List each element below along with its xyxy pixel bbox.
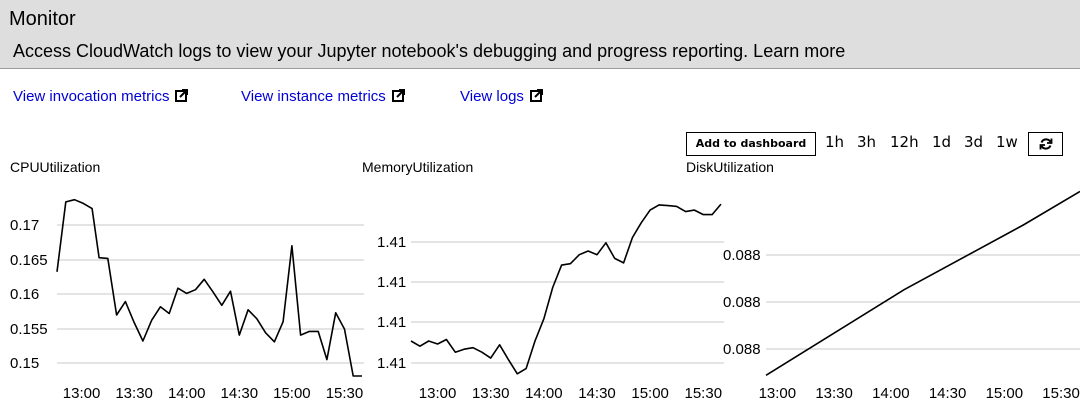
x-tick-label: 13:30 [115, 385, 153, 402]
x-tick-label: 13:30 [472, 385, 510, 402]
y-tick-label: 1.41 [377, 314, 406, 331]
chart-title-memory: MemoryUtilization [362, 159, 474, 175]
y-tick-label: 0.088 [723, 294, 761, 311]
x-tick-label: 14:30 [221, 385, 259, 402]
range-1d[interactable]: 1d [932, 133, 952, 151]
range-1w[interactable]: 1w [996, 133, 1018, 151]
x-tick-label: 15:30 [326, 385, 364, 402]
x-tick-label: 14:00 [168, 385, 206, 402]
x-tick-label: 15:00 [273, 385, 311, 402]
chart-title-disk: DiskUtilization [686, 159, 774, 175]
x-tick-label: 14:00 [525, 385, 563, 402]
y-tick-label: 0.155 [10, 321, 48, 338]
series-line [765, 190, 1080, 376]
external-link-icon [529, 89, 543, 102]
chart-title-cpu: CPUUtilization [10, 159, 101, 175]
range-3d[interactable]: 3d [964, 133, 984, 151]
x-tick-label: 13:00 [759, 385, 797, 402]
range-12h[interactable]: 12h [890, 133, 919, 151]
x-tick-label: 15:00 [631, 385, 669, 402]
x-tick-label: 15:00 [986, 385, 1024, 402]
disk-utilization-chart: 0.088 0.088 0.088 13:00 13:30 14:00 14:30 15:00… [723, 190, 1080, 402]
y-tick-label: 0.088 [723, 341, 761, 358]
y-tick-label: 0.088 [723, 247, 761, 264]
range-1h[interactable]: 1h [825, 133, 845, 151]
y-tick-label: 1.41 [377, 274, 406, 291]
page-title: Monitor [9, 8, 76, 30]
y-tick-label: 0.16 [10, 286, 39, 303]
cpu-utilization-chart: 0.17 0.165 0.16 0.155 0.15 13:00 13:30 14:00 14:… [10, 198, 364, 402]
x-tick-label: 15:30 [685, 385, 723, 402]
link-label: View instance metrics [241, 88, 386, 105]
refresh-icon [1039, 138, 1052, 150]
x-tick-label: 13:00 [63, 385, 101, 402]
x-tick-label: 14:30 [578, 385, 616, 402]
series-line [56, 198, 362, 377]
x-tick-label: 13:00 [419, 385, 457, 402]
y-tick-label: 0.15 [10, 355, 39, 372]
y-tick-label: 0.17 [10, 217, 39, 234]
memory-utilization-chart: 1.41 1.41 1.41 1.41 13:00 13:30 14:00 14:30 15:0… [377, 203, 724, 402]
external-link-icon [175, 89, 189, 102]
view-instance-metrics-link[interactable]: View instance metrics [241, 88, 405, 105]
y-tick-label: 0.165 [10, 252, 48, 269]
y-tick-label: 1.41 [377, 355, 406, 372]
x-tick-label: 13:30 [815, 385, 853, 402]
x-tick-label: 15:30 [1042, 385, 1080, 402]
monitor-header: Monitor Access CloudWatch logs to view y… [0, 0, 1080, 69]
header-description[interactable]: Access CloudWatch logs to view your Jupy… [13, 41, 846, 61]
series-line [410, 203, 722, 375]
x-tick-label: 14:00 [872, 385, 910, 402]
external-link-icon [391, 89, 405, 102]
view-logs-link[interactable]: View logs [460, 88, 543, 105]
view-invocation-metrics-link[interactable]: View invocation metrics [13, 88, 189, 105]
x-tick-label: 14:30 [929, 385, 967, 402]
link-label: View invocation metrics [13, 88, 170, 105]
add-to-dashboard-button[interactable]: Add to dashboard [686, 132, 816, 156]
link-label: View logs [460, 88, 524, 105]
range-3h[interactable]: 3h [857, 133, 877, 151]
refresh-button[interactable] [1028, 132, 1063, 156]
y-tick-label: 1.41 [377, 234, 406, 251]
